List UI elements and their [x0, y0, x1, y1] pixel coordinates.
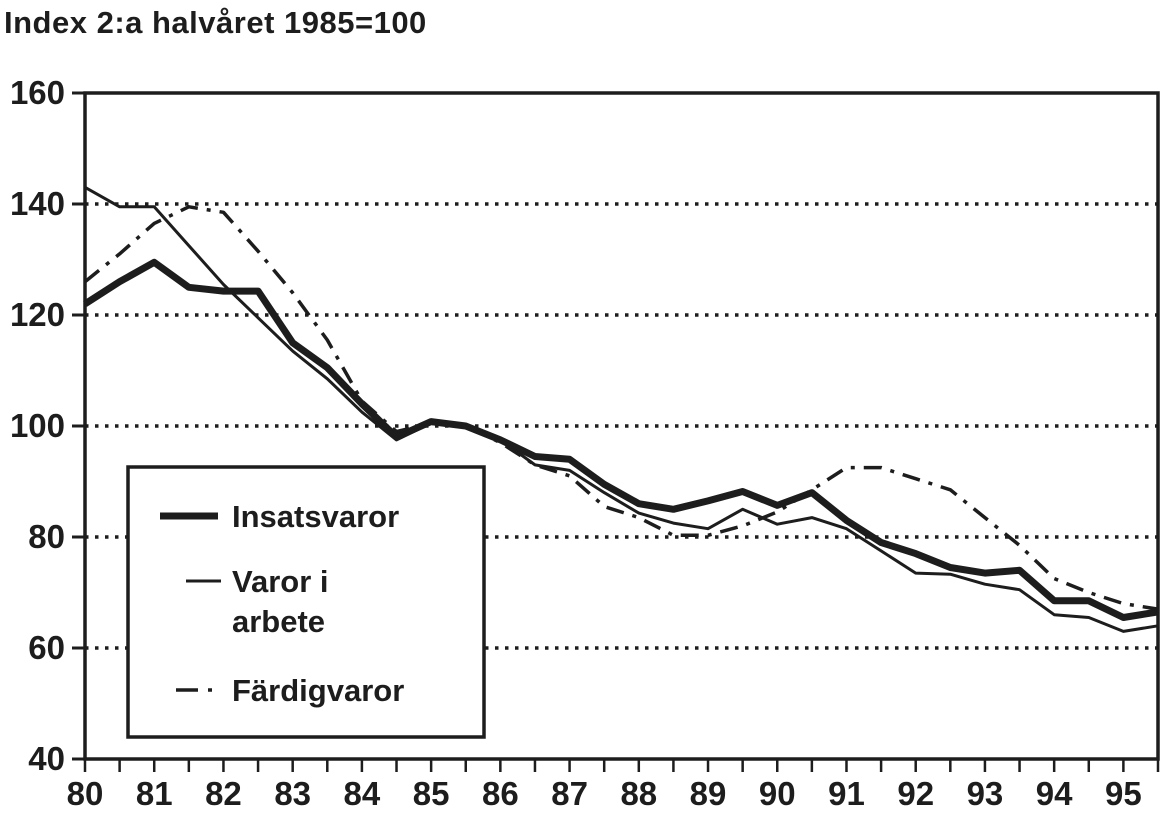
series-lines [83, 185, 1159, 633]
legend-label-insatsvaror: Insatsvaror [232, 499, 399, 534]
y-tick-label-60: 60 [28, 629, 65, 666]
y-tick-label-160: 160 [10, 74, 65, 111]
x-tick-label-88: 88 [620, 775, 657, 812]
legend: Insatsvaror Varor i arbete Färdigvaror [126, 465, 486, 739]
y-axis: 160 140 120 100 80 60 40 [10, 74, 85, 777]
x-tick-label-82: 82 [205, 775, 242, 812]
x-tick-label-93: 93 [967, 775, 1004, 812]
x-tick-label-87: 87 [551, 775, 588, 812]
series-färdigvaror-line [83, 205, 1159, 611]
x-tick-label-80: 80 [67, 775, 104, 812]
x-tick-label-81: 81 [136, 775, 173, 812]
legend-label-varor-i-arbete: Varor i arbete [232, 564, 329, 639]
x-tick-label-90: 90 [759, 775, 796, 812]
y-tick-label-120: 120 [10, 296, 65, 333]
x-tick-label-89: 89 [690, 775, 727, 812]
y-tick-label-100: 100 [10, 407, 65, 444]
x-tick-label-85: 85 [413, 775, 450, 812]
legend-box [126, 465, 486, 739]
y-tick-label-80: 80 [28, 518, 65, 555]
x-axis: 80 81 82 83 84 85 86 87 88 89 90 91 92 93 94 95 [67, 759, 1160, 812]
y-tick-label-40: 40 [28, 740, 65, 777]
series-varor-i-arbete-line [84, 185, 1159, 633]
legend-label-färdigvaror: Färdigvaror [232, 673, 404, 708]
y-tick-label-140: 140 [10, 185, 65, 222]
chart-title: Index 2:a halvåret 1985=100 [4, 5, 427, 40]
series-insatsvaror-line [83, 258, 1159, 621]
x-tick-label-83: 83 [274, 775, 311, 812]
x-tick-label-94: 94 [1036, 775, 1073, 812]
x-tick-label-95: 95 [1105, 775, 1142, 812]
x-tick-label-92: 92 [897, 775, 934, 812]
x-tick-label-84: 84 [344, 775, 381, 812]
x-tick-label-91: 91 [828, 775, 865, 812]
x-tick-label-86: 86 [482, 775, 519, 812]
